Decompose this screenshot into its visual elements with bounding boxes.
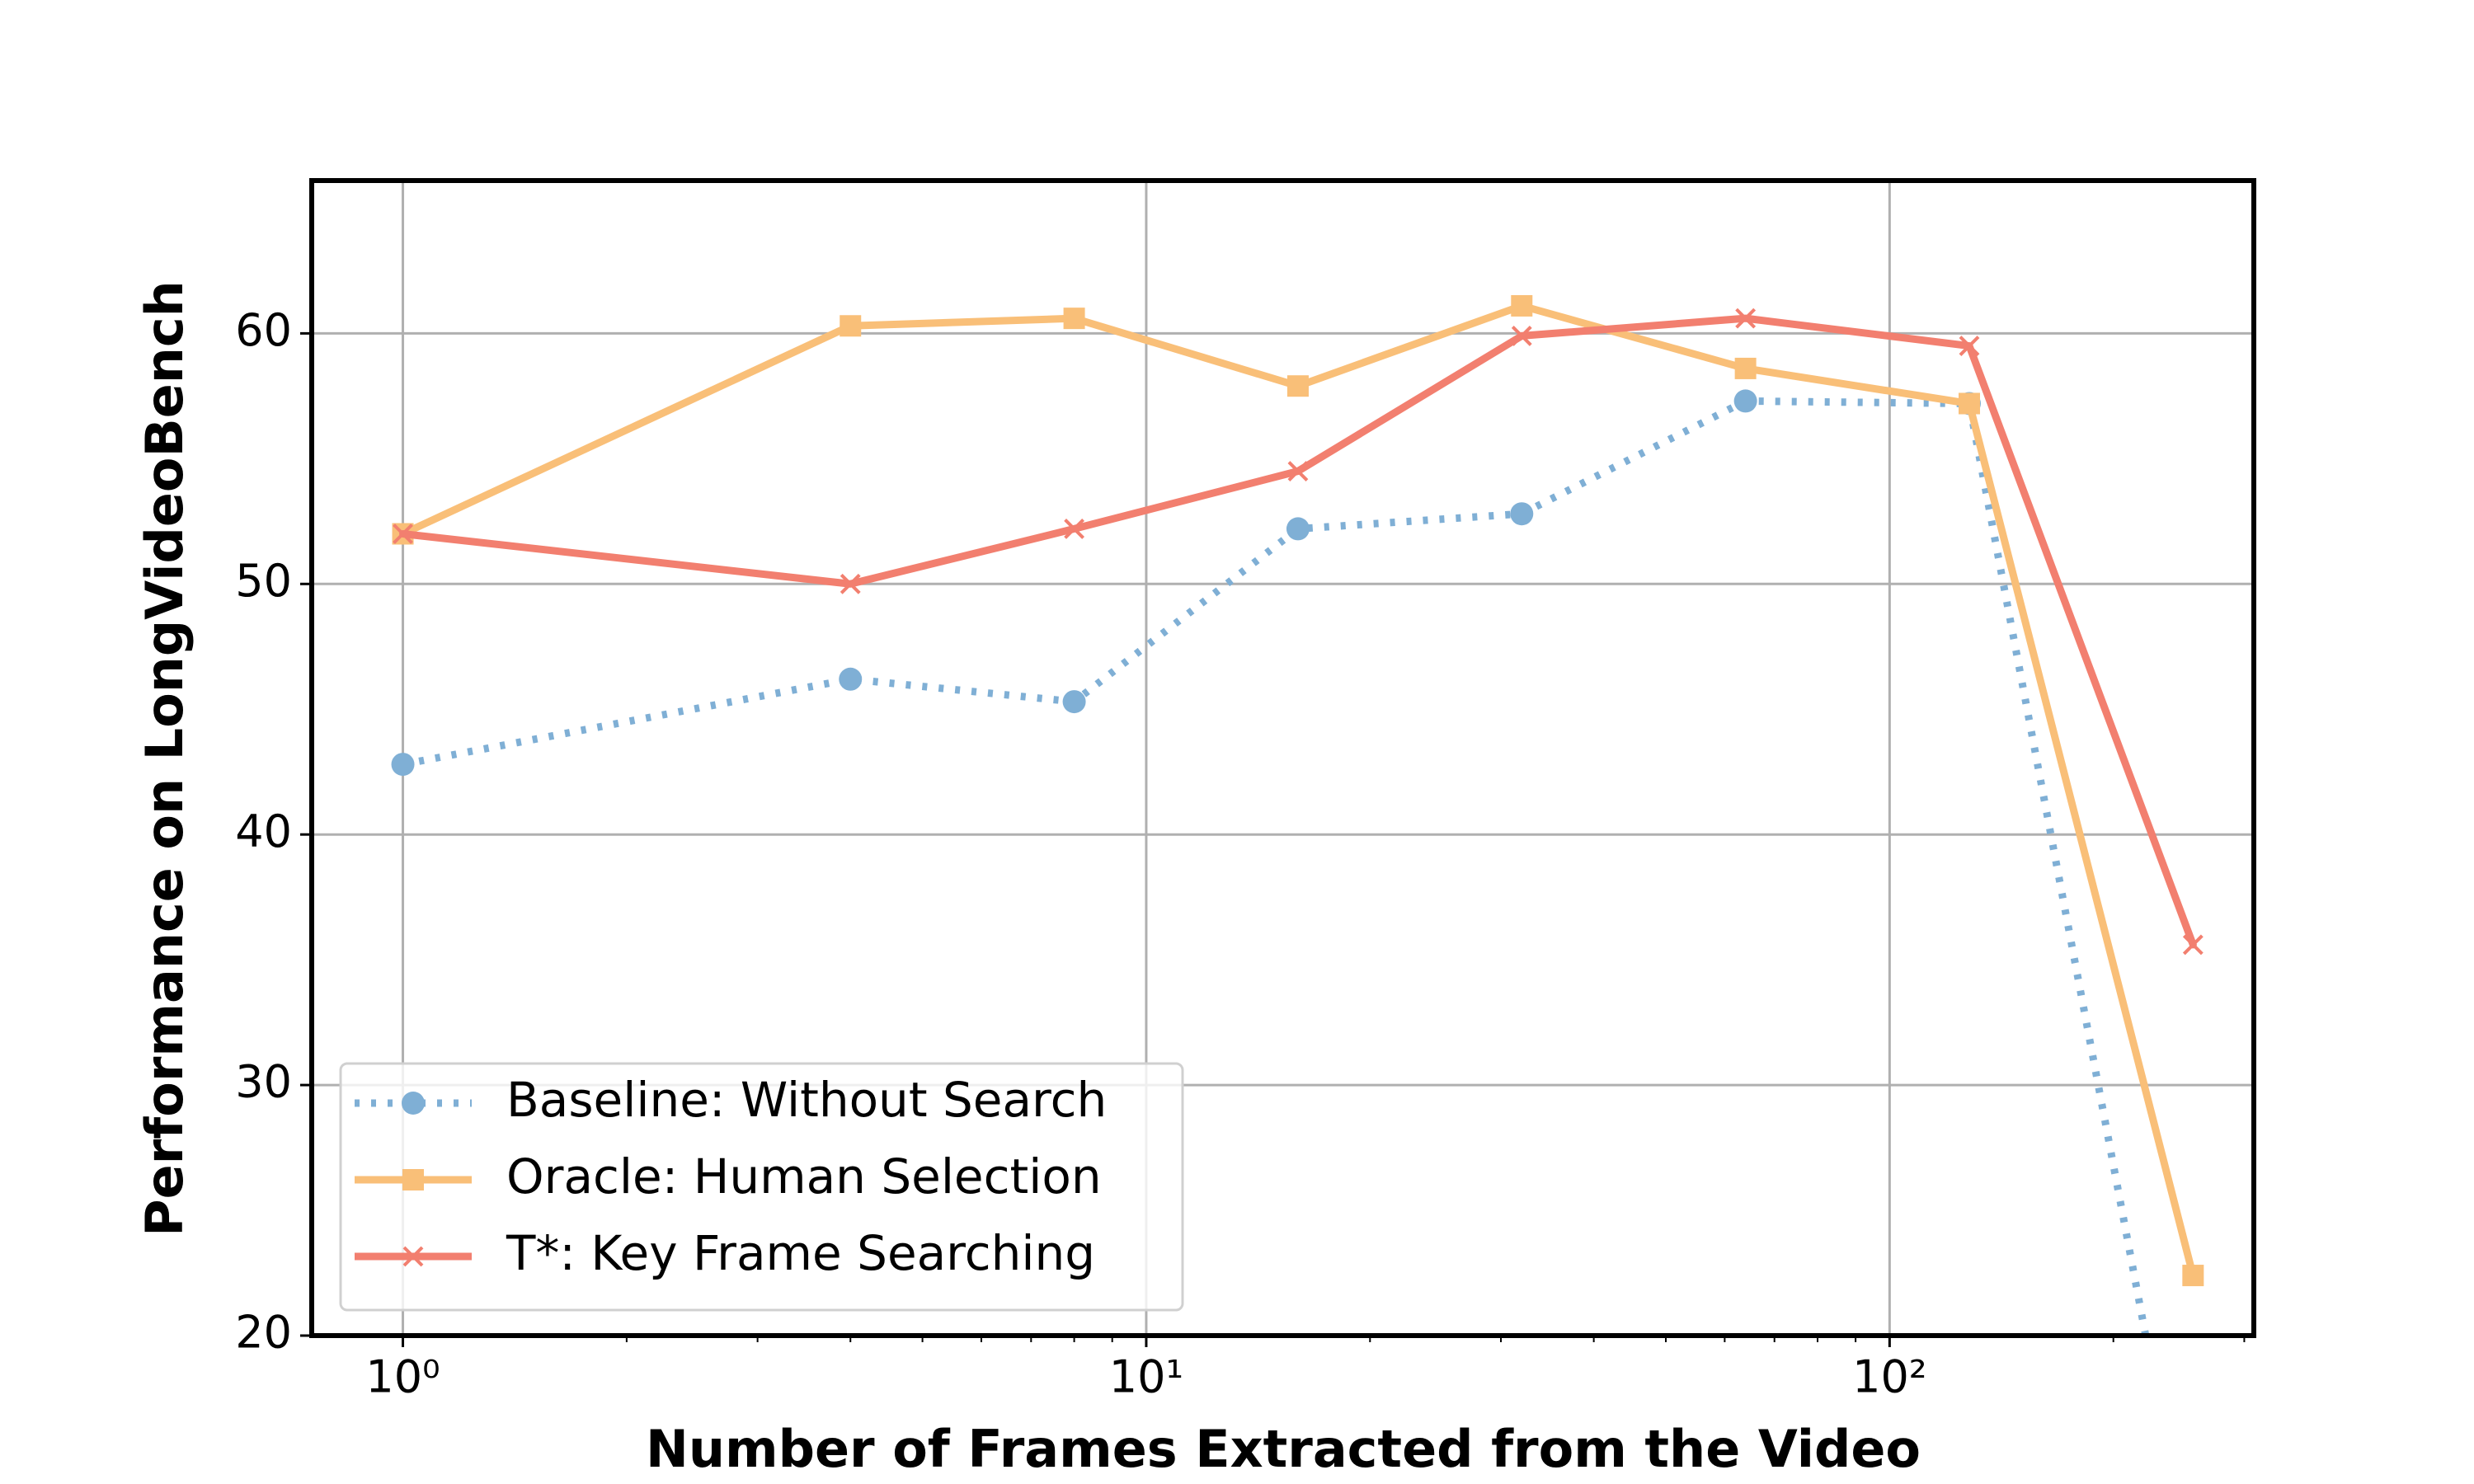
point [393, 524, 413, 544]
point [1511, 294, 1533, 317]
point [1510, 502, 1534, 526]
point [840, 573, 861, 594]
series-line [399, 314, 2197, 949]
point [1511, 326, 1532, 346]
point [391, 753, 415, 777]
point [2182, 1265, 2204, 1287]
point [1959, 336, 1980, 356]
point [2182, 934, 2204, 956]
y-tick-label: 50 [235, 555, 292, 607]
x-tick-label: 10¹ [1109, 1351, 1183, 1403]
legend-text: T*: Key Frame Searching [506, 1225, 1095, 1281]
point [1958, 392, 1980, 415]
x-tick-label: 10² [1852, 1351, 1926, 1403]
legend-text: Oracle: Human Selection [506, 1148, 1102, 1205]
point [1286, 375, 1309, 397]
series-line [402, 397, 2150, 1336]
legend-marker [402, 1246, 424, 1267]
y-tick-label: 20 [235, 1307, 292, 1359]
point [1063, 308, 1085, 330]
legend-marker [402, 1092, 425, 1115]
point [1287, 461, 1309, 481]
legend-box [339, 1062, 1184, 1312]
point [1062, 690, 1086, 714]
series-line [399, 302, 2197, 1280]
point [1734, 357, 1757, 379]
ticks: 20 30 40 50 60 10⁰ 10¹ 10² [235, 304, 2246, 1403]
plot-frame [309, 178, 2256, 1338]
series-group [391, 294, 2204, 1336]
y-tick-label: 40 [235, 805, 292, 857]
point [1735, 308, 1757, 329]
point [840, 315, 862, 337]
point [1286, 517, 1310, 541]
y-axis-label: Performance on LongVideoBench [134, 280, 195, 1237]
y-tick-label: 30 [235, 1056, 292, 1108]
y-tick-label: 60 [235, 304, 292, 356]
legend: Baseline: Without Search Oracle: Human Se… [339, 1062, 1184, 1312]
legend-text: Baseline: Without Search [506, 1072, 1107, 1128]
point [839, 667, 863, 691]
x-tick-label: 10⁰ [365, 1351, 440, 1403]
x-axis-label: Number of Frames Extracted from the Vide… [646, 1419, 1921, 1479]
point [1733, 389, 1757, 413]
point [1064, 519, 1085, 539]
legend-marker [402, 1169, 424, 1190]
